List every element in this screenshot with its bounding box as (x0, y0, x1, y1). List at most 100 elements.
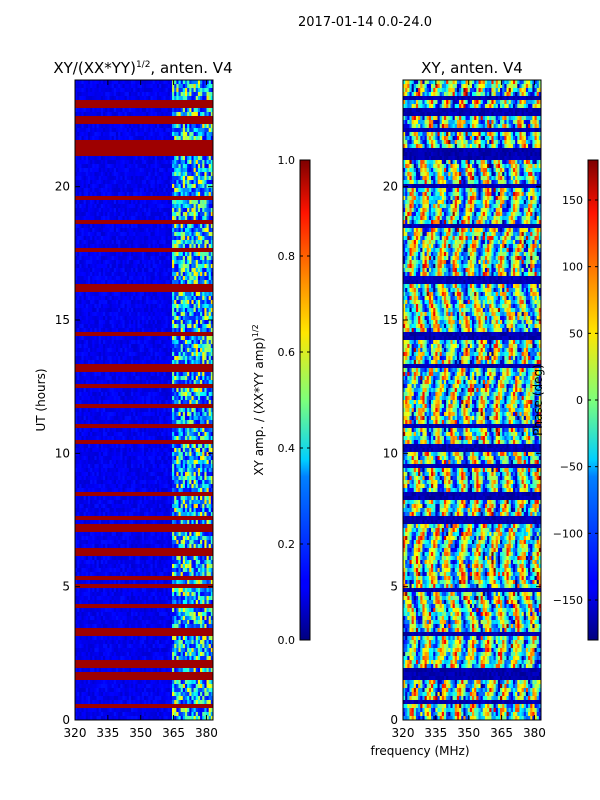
heatmap-cell (174, 112, 177, 117)
heatmap-cell (191, 240, 194, 245)
heatmap-cell (90, 224, 93, 229)
heatmap-cell (100, 184, 104, 189)
heatmap-cell (154, 360, 158, 365)
heatmap-cell (152, 192, 156, 197)
heatmap-cell (169, 112, 173, 117)
heatmap-cell (100, 216, 104, 221)
heatmap-cell (197, 100, 201, 105)
heatmap-cell (189, 92, 192, 97)
heatmap-cell (156, 388, 160, 393)
heatmap-cell (103, 348, 106, 353)
heatmap-cell (193, 188, 197, 193)
heatmap-cell (135, 328, 138, 333)
heatmap-cell (206, 84, 210, 89)
heatmap-cell (152, 220, 156, 225)
heatmap-cell (113, 188, 117, 193)
heatmap-cell (75, 80, 78, 85)
heatmap-cell (208, 276, 212, 281)
heatmap-cell (94, 80, 97, 85)
heatmap-cell (208, 160, 212, 165)
heatmap-cell (77, 284, 80, 289)
heatmap-cell (131, 292, 134, 297)
heatmap-cell (172, 164, 175, 169)
heatmap-cell (195, 100, 199, 105)
heatmap-cell (182, 84, 186, 89)
heatmap-cell (98, 376, 102, 381)
heatmap-cell (176, 360, 179, 365)
heatmap-cell (146, 356, 149, 361)
heatmap-cell (159, 308, 162, 313)
heatmap-cell (79, 108, 82, 113)
heatmap-cell (98, 372, 102, 377)
heatmap-cell (113, 196, 117, 201)
heatmap-cell (174, 216, 177, 221)
heatmap-cell (167, 296, 171, 301)
heatmap-cell (137, 388, 141, 393)
heatmap-cell (103, 180, 106, 185)
heatmap-cell (75, 308, 78, 313)
heatmap-cell (178, 344, 182, 349)
heatmap-cell (191, 96, 194, 101)
heatmap-cell (152, 236, 156, 241)
heatmap-cell (191, 192, 194, 197)
heatmap-cell (135, 144, 138, 149)
heatmap-cell (124, 180, 128, 185)
heatmap-cell (100, 136, 104, 141)
heatmap-cell (184, 108, 188, 113)
heatmap-cell (146, 372, 149, 377)
heatmap-cell (81, 200, 85, 205)
heatmap-cell (85, 212, 89, 217)
heatmap-cell (94, 236, 97, 241)
heatmap-cell (195, 356, 199, 361)
heatmap-cell (90, 344, 93, 349)
heatmap-cell (163, 184, 166, 189)
heatmap-cell (81, 152, 85, 157)
heatmap-cell (208, 288, 212, 293)
heatmap-cell (98, 364, 102, 369)
heatmap-cell (174, 212, 177, 217)
heatmap-cell (150, 92, 154, 97)
heatmap-cell (195, 248, 199, 253)
heatmap-cell (118, 196, 121, 201)
heatmap-cell (75, 268, 78, 273)
heatmap-cell (135, 228, 138, 233)
heatmap-cell (109, 132, 113, 137)
heatmap-cell (79, 92, 82, 97)
heatmap-cell (206, 208, 210, 213)
heatmap-cell (96, 272, 100, 277)
heatmap-cell (139, 304, 143, 309)
heatmap-cell (120, 336, 123, 341)
heatmap-cell (178, 88, 182, 93)
heatmap-cell (77, 288, 80, 293)
heatmap-cell (141, 160, 145, 165)
heatmap-cell (156, 152, 160, 157)
heatmap-cell (124, 152, 128, 157)
heatmap-cell (191, 368, 194, 373)
heatmap-cell (193, 352, 197, 357)
heatmap-cell (90, 80, 93, 85)
heatmap-cell (83, 180, 87, 185)
heatmap-cell (180, 324, 184, 329)
heatmap-cell (113, 224, 117, 229)
heatmap-cell (182, 116, 186, 121)
heatmap-cell (115, 276, 119, 281)
heatmap-cell (204, 388, 207, 393)
heatmap-cell (133, 96, 136, 101)
heatmap-cell (128, 252, 132, 257)
heatmap-cell (187, 152, 190, 157)
heatmap-cell (92, 156, 95, 161)
heatmap-cell (161, 388, 164, 393)
heatmap-cell (79, 256, 82, 261)
heatmap-cell (141, 140, 145, 145)
heatmap-cell (156, 216, 160, 221)
heatmap-cell (152, 132, 156, 137)
heatmap-cell (124, 156, 128, 161)
heatmap-cell (103, 272, 106, 277)
heatmap-cell (150, 136, 154, 141)
heatmap-cell (124, 376, 128, 381)
heatmap-cell (126, 348, 130, 353)
heatmap-cell (133, 316, 136, 321)
heatmap-cell (202, 204, 205, 209)
heatmap-cell (77, 116, 80, 121)
heatmap-cell (135, 240, 138, 245)
